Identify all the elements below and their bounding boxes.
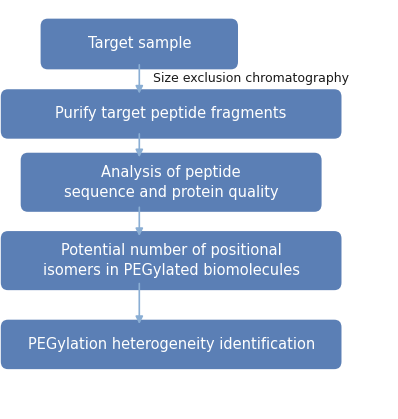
Text: Analysis of peptide
sequence and protein quality: Analysis of peptide sequence and protein… (64, 165, 279, 200)
Text: Target sample: Target sample (88, 36, 191, 52)
Text: Potential number of positional
isomers in PEGylated biomolecules: Potential number of positional isomers i… (43, 243, 300, 278)
Text: Size exclusion chromatography: Size exclusion chromatography (153, 72, 349, 85)
FancyBboxPatch shape (41, 18, 238, 69)
FancyBboxPatch shape (1, 231, 341, 290)
Text: PEGylation heterogeneity identification: PEGylation heterogeneity identification (27, 337, 315, 352)
FancyBboxPatch shape (1, 320, 341, 369)
FancyBboxPatch shape (1, 89, 341, 139)
FancyBboxPatch shape (21, 153, 322, 212)
Text: Purify target peptide fragments: Purify target peptide fragments (55, 106, 287, 122)
